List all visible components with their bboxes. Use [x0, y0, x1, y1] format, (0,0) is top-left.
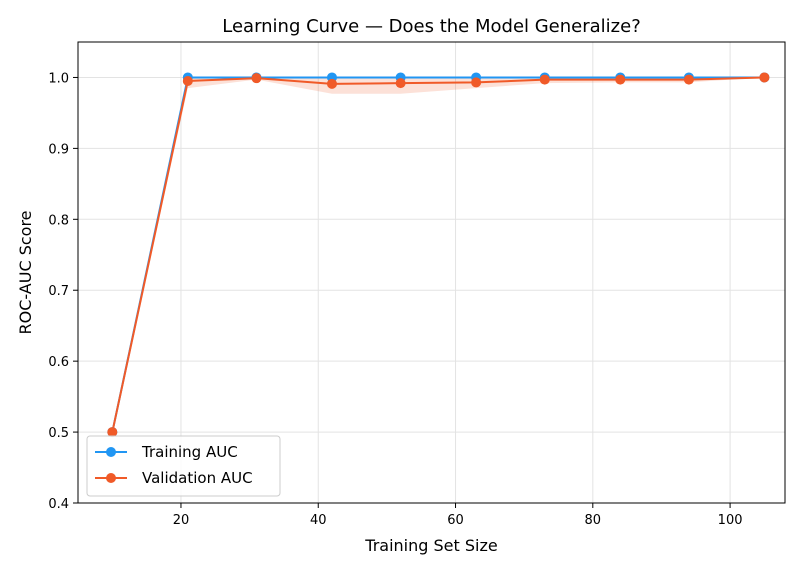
validation-auc-point — [107, 427, 118, 438]
series-lines — [111, 76, 765, 433]
y-tick-label: 0.5 — [48, 426, 69, 441]
validation-auc-point — [471, 77, 482, 88]
grid-lines — [78, 42, 785, 504]
validation-auc-line — [111, 76, 765, 433]
chart-title: Learning Curve — Does the Model Generali… — [222, 16, 641, 37]
y-axis-ticks: 0.4 0.5 0.6 0.7 0.8 0.9 1.0 — [48, 71, 78, 512]
x-axis-ticks: 20 40 60 80 100 — [173, 503, 743, 528]
y-tick-label: 0.7 — [48, 284, 69, 299]
validation-auc-point — [539, 74, 550, 85]
y-tick-label: 1.0 — [48, 71, 69, 86]
validation-auc-point — [326, 78, 337, 89]
y-tick-label: 0.4 — [48, 497, 69, 512]
x-axis-label: Training Set Size — [364, 536, 497, 555]
series-points — [107, 72, 770, 438]
plot-frame — [77, 41, 786, 504]
x-tick-label: 20 — [173, 513, 190, 528]
legend-label-training: Training AUC — [141, 443, 238, 461]
x-tick-label: 80 — [585, 513, 602, 528]
y-tick-label: 0.8 — [48, 213, 69, 228]
validation-auc-point — [251, 73, 262, 84]
validation-auc-point — [683, 74, 694, 85]
legend-box — [86, 435, 281, 497]
x-tick-label: 40 — [310, 513, 327, 528]
validation-auc-point — [759, 72, 770, 83]
x-tick-label: 60 — [447, 513, 464, 528]
validation-auc-point — [182, 76, 193, 87]
legend: Training AUC Validation AUC — [86, 435, 281, 497]
legend-swatch-validation-marker — [106, 473, 116, 483]
y-axis-label: ROC-AUC Score — [16, 210, 35, 334]
x-tick-label: 100 — [718, 513, 743, 528]
training-auc-line — [111, 76, 765, 433]
legend-swatch-training-marker — [106, 447, 116, 457]
y-tick-label: 0.9 — [48, 142, 69, 157]
validation-auc-point — [395, 78, 406, 89]
validation-auc-point — [615, 74, 626, 85]
legend-label-validation: Validation AUC — [142, 469, 253, 487]
y-tick-label: 0.6 — [48, 355, 69, 370]
